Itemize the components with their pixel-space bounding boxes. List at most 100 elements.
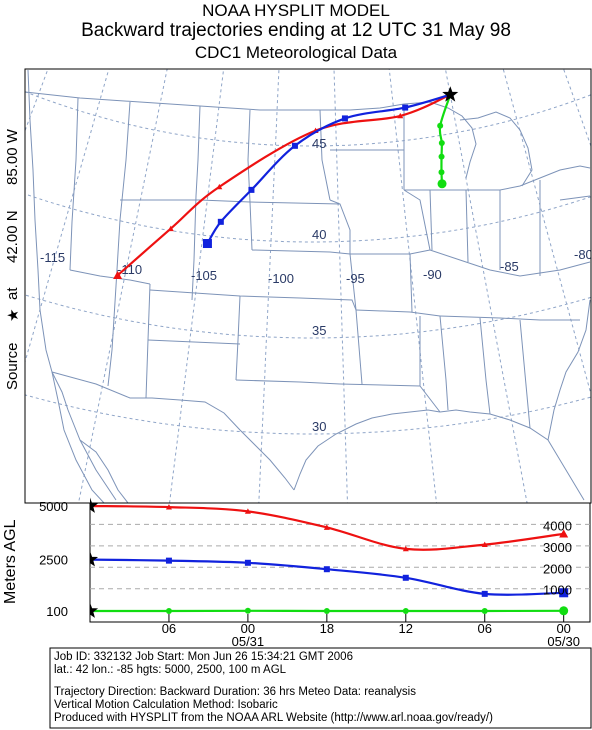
lat-label: 40 xyxy=(312,227,326,242)
longitude-line xyxy=(388,69,437,503)
footer-frame xyxy=(49,647,592,729)
state-borders xyxy=(25,69,591,503)
height-marker-2500 xyxy=(323,566,330,573)
height-marker-100 xyxy=(165,608,172,614)
model-title: NOAA HYSPLIT MODEL xyxy=(202,1,390,20)
longitude-line xyxy=(444,69,528,503)
height-source-star-icon xyxy=(90,602,99,618)
longitude-line xyxy=(258,69,280,503)
time-tick-label: 18 xyxy=(320,621,334,636)
right-height-tick: 1000 xyxy=(543,583,572,598)
time-tick-label: 12 xyxy=(399,621,413,636)
height-marker-100 xyxy=(323,608,330,614)
height-marker-2500 xyxy=(559,588,569,598)
trajectory-line-5000 xyxy=(116,93,451,277)
footer-location-line: lat.: 42 lon.: -85 hgts: 5000, 2500, 100… xyxy=(54,664,287,676)
lat-label: 35 xyxy=(312,323,326,338)
height-marker-5000 xyxy=(165,504,172,510)
lat-label: 45 xyxy=(312,136,326,151)
lon-label: -90 xyxy=(423,267,442,282)
longitude-line xyxy=(25,69,49,133)
trajectory-line-2500 xyxy=(206,93,451,245)
height-marker-5000 xyxy=(402,545,409,552)
trajectory-title: Backward trajectories ending at 12 UTC 3… xyxy=(81,20,511,41)
height-marker-5000 xyxy=(481,541,488,547)
trajectory-marker-5000 xyxy=(216,183,223,190)
longitude-line xyxy=(333,69,348,503)
trajectory-paths xyxy=(113,86,459,279)
trajectory-marker-5000 xyxy=(397,112,404,119)
trajectory-marker-2500 xyxy=(291,142,298,149)
trajectory-marker-100 xyxy=(438,153,445,160)
footer-vertical-motion-line: Vertical Motion Calculation Method: Isob… xyxy=(54,699,278,711)
trajectory-marker-100 xyxy=(438,139,445,146)
longitude-line xyxy=(169,69,225,503)
trajectory-marker-5000 xyxy=(167,225,174,232)
latitude-line xyxy=(25,294,591,339)
trajectory-marker-5000 xyxy=(113,270,123,279)
height-marker-100 xyxy=(559,606,569,616)
time-tick-label: 06 xyxy=(478,621,492,636)
trajectory-marker-100 xyxy=(438,169,445,176)
right-height-tick: 4000 xyxy=(543,518,572,533)
height-marker-2500 xyxy=(165,557,172,564)
footer-job-line: Job ID: 332132 Job Start: Mon Jun 26 15:… xyxy=(54,651,353,663)
trajectory-marker-2500 xyxy=(217,218,224,225)
right-height-tick: 3000 xyxy=(543,540,572,555)
lon-label: -80 xyxy=(574,247,592,262)
trajectory-marker-100 xyxy=(437,179,447,189)
lon-label: -115 xyxy=(40,250,65,265)
right-height-tick: 2000 xyxy=(543,561,572,576)
longitude-line xyxy=(502,69,591,397)
trajectory-marker-2500 xyxy=(248,186,255,193)
height-marker-100 xyxy=(244,607,251,614)
graticule-labels: -115 -110 -105 -100 -95 -90 -85 -80 45 4… xyxy=(40,136,592,434)
trajectory-marker-100 xyxy=(437,122,444,129)
date-tick-label: 05/30 xyxy=(547,634,580,649)
latitude-line xyxy=(25,91,591,147)
height-marker-2500 xyxy=(402,574,409,581)
height-marker-100 xyxy=(402,608,409,614)
map-basemap: -115 -110 -105 -100 -95 -90 -85 -80 45 4… xyxy=(0,0,592,503)
longitude-line xyxy=(77,69,168,503)
lon-label: -105 xyxy=(191,268,217,283)
longitude-line xyxy=(25,69,110,364)
height-source-star-icon xyxy=(90,497,99,513)
date-tick-label: 05/31 xyxy=(232,634,265,649)
left-height-tick: 2500 xyxy=(39,553,68,568)
trajectory-marker-2500 xyxy=(341,115,348,122)
height-chart-grid xyxy=(89,523,590,622)
trajectory-marker-2500 xyxy=(202,239,212,249)
trajectory-marker-2500 xyxy=(402,104,409,111)
height-series xyxy=(90,497,569,618)
height-line-2500 xyxy=(90,558,564,596)
left-height-tick: 100 xyxy=(46,604,68,619)
meteo-data-title: CDC1 Meteorological Data xyxy=(194,43,398,62)
height-marker-100 xyxy=(481,608,488,614)
longitude-line xyxy=(0,0,103,422)
height-chart-frame xyxy=(89,502,591,623)
lon-label: -100 xyxy=(268,271,294,286)
lon-label: -110 xyxy=(117,262,142,277)
time-tick-label: 06 xyxy=(162,621,176,636)
height-marker-2500 xyxy=(481,590,488,597)
time-tick-label: 00 xyxy=(556,621,570,636)
source-star-icon xyxy=(442,86,459,102)
lon-label: -95 xyxy=(346,271,365,286)
height-marker-5000 xyxy=(323,524,330,530)
time-tick-label: 00 xyxy=(241,621,255,636)
height-marker-2500 xyxy=(244,559,251,566)
latitude-line xyxy=(0,0,592,50)
longitude-line xyxy=(514,0,592,429)
footer-direction-line: Trajectory Direction: Backward Duration:… xyxy=(54,686,416,698)
height-marker-5000 xyxy=(244,508,251,514)
lat-label: 30 xyxy=(312,419,326,434)
latitude-line xyxy=(25,394,591,435)
height-source-star-icon xyxy=(90,551,99,567)
lon-label: -85 xyxy=(500,259,519,274)
footer-produced-line: Produced with HYSPLIT from the NOAA ARL … xyxy=(54,712,493,724)
height-marker-5000 xyxy=(559,529,569,538)
left-height-tick: 5000 xyxy=(39,499,68,514)
